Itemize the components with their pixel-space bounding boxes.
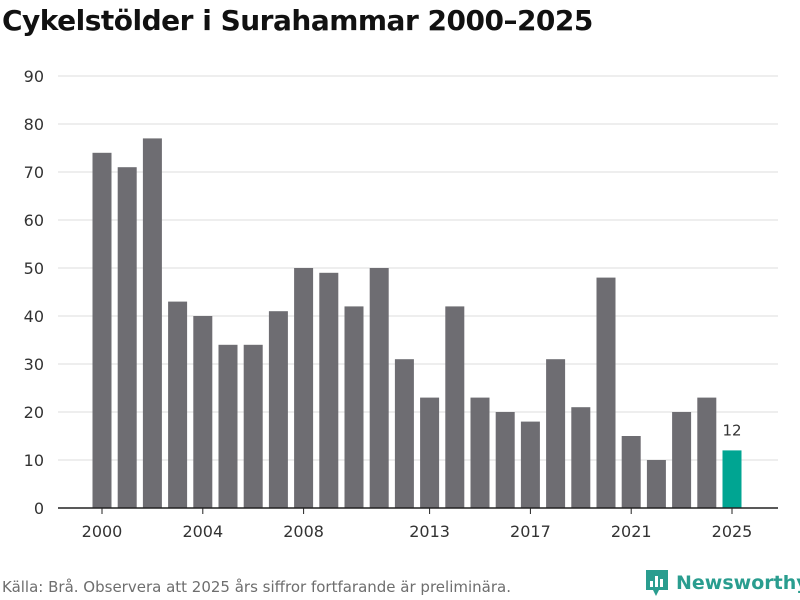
bar-2011	[369, 268, 389, 508]
data-labels: 12	[722, 421, 741, 439]
y-tick-label: 40	[24, 307, 44, 326]
bar-2006	[243, 344, 263, 508]
y-tick-label: 20	[24, 403, 44, 422]
bar-2020	[596, 277, 616, 508]
chart-title: Cykelstölder i Surahammar 2000–2025	[2, 4, 593, 37]
x-tick-label: 2000	[82, 522, 123, 541]
bar-2021	[621, 436, 641, 508]
data-label-2025: 12	[722, 421, 741, 439]
y-tick-label: 60	[24, 211, 44, 230]
y-tick-label: 50	[24, 259, 44, 278]
bar-2007	[268, 311, 288, 508]
brand-name: Newsworthy	[676, 572, 800, 594]
bar-2025	[722, 450, 742, 508]
y-tick-label: 30	[24, 355, 44, 374]
x-tick-label: 2025	[712, 522, 753, 541]
bar-2016	[495, 412, 515, 508]
bars	[92, 138, 742, 509]
y-axis-ticks: 0 10 20 30 40 50 60 70 80 90	[24, 67, 44, 518]
bar-2024	[697, 397, 717, 508]
y-tick-label: 0	[34, 499, 44, 518]
bar-2012	[394, 359, 414, 508]
bar-2023	[672, 412, 692, 508]
y-tick-label: 90	[24, 67, 44, 86]
bar-2008	[294, 268, 314, 508]
newsworthy-logo-icon	[646, 570, 668, 596]
bar-2009	[319, 272, 339, 508]
gridlines	[58, 75, 778, 461]
bar-2000	[92, 152, 112, 509]
bar-2018	[546, 359, 566, 508]
brand-logo: Newsworthy	[644, 568, 800, 598]
bar-2014	[445, 306, 465, 508]
bar-2001	[117, 167, 137, 508]
bar-2002	[142, 138, 162, 508]
bar-2015	[470, 397, 490, 508]
bar-2013	[420, 397, 440, 508]
source-note: Källa: Brå. Observera att 2025 års siffr…	[2, 578, 511, 596]
bar-2019	[571, 407, 591, 508]
bar-2004	[193, 316, 213, 508]
y-tick-label: 10	[24, 451, 44, 470]
x-tick-label: 2021	[611, 522, 652, 541]
x-axis-ticks: 2000 2004 2008 2013 2017 2021 2025	[82, 508, 753, 541]
bar-2005	[218, 344, 238, 508]
x-tick-label: 2008	[283, 522, 324, 541]
y-tick-label: 80	[24, 115, 44, 134]
bar-2010	[344, 306, 364, 508]
bar-2022	[646, 460, 666, 508]
x-tick-label: 2013	[409, 522, 450, 541]
y-tick-label: 70	[24, 163, 44, 182]
bar-2017	[520, 421, 540, 508]
x-tick-label: 2017	[510, 522, 551, 541]
x-tick-label: 2004	[182, 522, 223, 541]
bar-2003	[168, 301, 188, 508]
